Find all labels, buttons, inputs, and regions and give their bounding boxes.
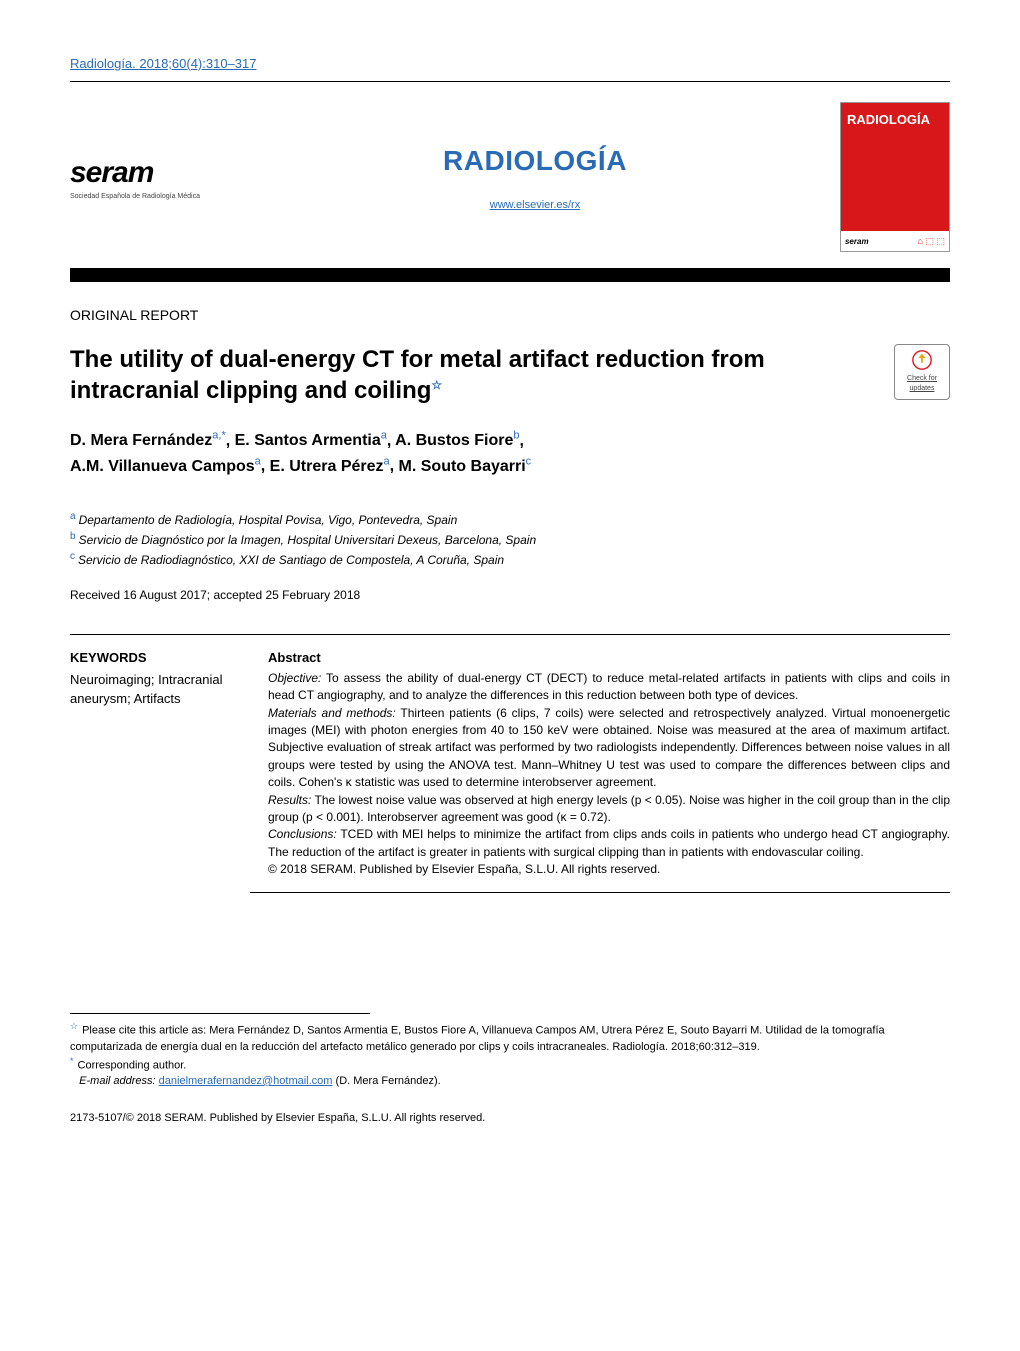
keywords-list: Neuroimaging; Intracranial aneurysm; Art… — [70, 670, 238, 709]
cover-bottom-strip: seram ⌂ ⬚ ⬚ — [841, 231, 949, 251]
footnote-email: E-mail address: danielmerafernandez@hotm… — [70, 1074, 950, 1089]
footnote-asterisk-icon: * — [70, 1056, 74, 1066]
cover-bottom-logo: seram — [845, 236, 869, 247]
abstract-column: Abstract Objective: To assess the abilit… — [250, 634, 950, 894]
check-updates-label: Check for updates — [895, 374, 949, 394]
bottom-copyright: 2173-5107/© 2018 SERAM. Published by Els… — [70, 1111, 950, 1126]
journal-url-link[interactable]: www.elsevier.es/rx — [443, 198, 627, 213]
journal-title: RADIOLOGÍA — [443, 141, 627, 180]
section-label: ORIGINAL REPORT — [70, 306, 950, 326]
citation-link[interactable]: Radiología. 2018;60(4):310–317 — [70, 55, 950, 73]
keywords-column: KEYWORDS Neuroimaging; Intracranial aneu… — [70, 634, 250, 894]
author: E. Utrera Péreza — [270, 458, 390, 475]
article-title: The utility of dual-energy CT for metal … — [70, 344, 770, 406]
email-link[interactable]: danielmerafernandez@hotmail.com — [159, 1075, 333, 1087]
footnote-rule — [70, 1013, 370, 1014]
logo-text: seram — [70, 152, 153, 194]
check-updates-icon — [911, 349, 933, 371]
title-row: The utility of dual-energy CT for metal … — [70, 344, 950, 406]
cover-bottom-icons: ⌂ ⬚ ⬚ — [918, 235, 945, 248]
journal-banner: seram Sociedad Española de Radiología Mé… — [70, 102, 950, 268]
affiliation: cServicio de Radiodiagnóstico, XXI de Sa… — [70, 549, 950, 569]
affiliation: aDepartamento de Radiología, Hospital Po… — [70, 509, 950, 529]
title-footnote-star-icon: ☆ — [431, 378, 442, 392]
received-dates: Received 16 August 2017; accepted 25 Feb… — [70, 587, 950, 604]
logo-subtitle: Sociedad Española de Radiología Médica — [70, 192, 200, 202]
top-rule — [70, 81, 950, 82]
footnote-star-icon: ☆ — [70, 1021, 78, 1031]
article-title-text: The utility of dual-energy CT for metal … — [70, 346, 765, 404]
authors-block: D. Mera Fernándeza,*, E. Santos Armentia… — [70, 428, 950, 479]
keywords-heading: KEYWORDS — [70, 649, 238, 667]
author: M. Souto Bayarric — [399, 458, 532, 475]
affiliation: bServicio de Diagnóstico por la Imagen, … — [70, 529, 950, 549]
abstract-heading: Abstract — [268, 649, 950, 667]
author: A.M. Villanueva Camposa — [70, 458, 261, 475]
journal-cover: RADIOLOGÍA seram ⌂ ⬚ ⬚ — [840, 102, 950, 252]
seram-logo: seram Sociedad Española de Radiología Mé… — [70, 147, 230, 207]
author: A. Bustos Fioreb — [395, 432, 519, 449]
abstract-text: Objective: To assess the ability of dual… — [268, 670, 950, 879]
cover-title: RADIOLOGÍA — [847, 111, 943, 129]
abstract-block: KEYWORDS Neuroimaging; Intracranial aneu… — [70, 634, 950, 894]
footnotes-block: ☆Please cite this article as: Mera Ferná… — [70, 1013, 950, 1089]
black-divider-bar — [70, 268, 950, 282]
footnote-corresponding: *Corresponding author. — [70, 1055, 950, 1074]
journal-title-block: RADIOLOGÍA www.elsevier.es/rx — [443, 141, 627, 214]
check-updates-button[interactable]: Check for updates — [894, 344, 950, 400]
footnote-cite-as: ☆Please cite this article as: Mera Ferná… — [70, 1020, 950, 1054]
author: E. Santos Armentiaa — [235, 432, 387, 449]
author: D. Mera Fernándeza,* — [70, 432, 226, 449]
affiliations-block: aDepartamento de Radiología, Hospital Po… — [70, 509, 950, 569]
